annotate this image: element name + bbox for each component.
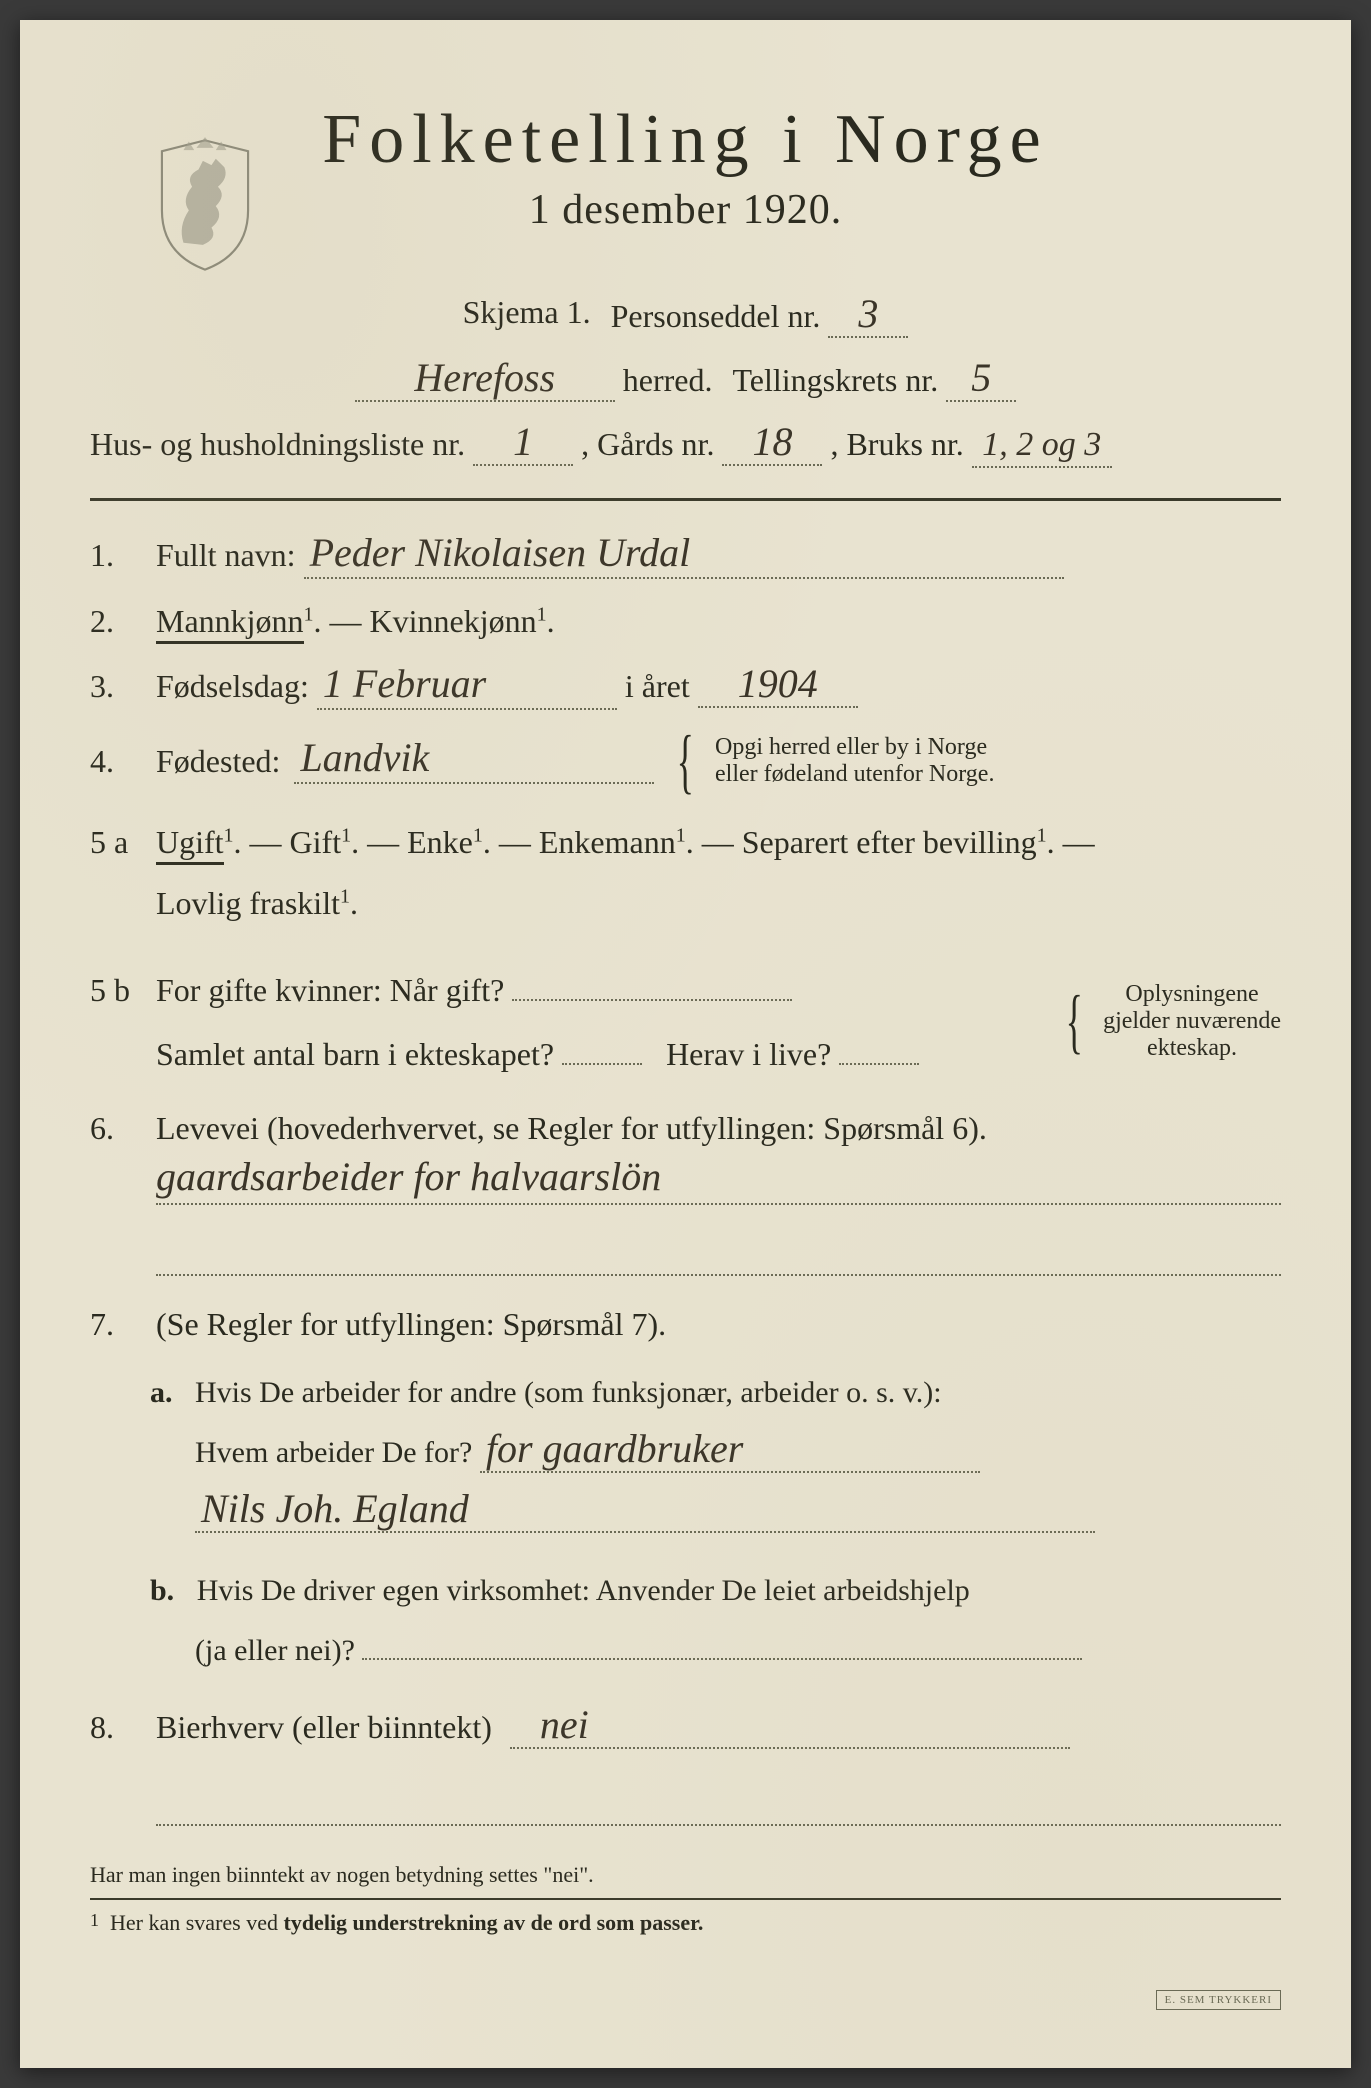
- question-7: 7. (Se Regler for utfyllingen: Spørsmål …: [90, 1306, 1281, 1681]
- printer-mark: E. SEM TRYKKERI: [1156, 1990, 1281, 2010]
- q5b-num: 5 b: [90, 972, 138, 1009]
- q5b-line3: Herav i live?: [666, 1036, 831, 1072]
- question-3: 3. Fødselsdag: 1 Februar i året 1904: [90, 664, 1281, 710]
- herred-label: herred.: [623, 362, 713, 398]
- q5a-ugift: Ugift: [156, 824, 224, 865]
- hus-liste-label: Hus- og husholdningsliste nr.: [90, 426, 465, 462]
- q1-label: Fullt navn:: [156, 537, 296, 573]
- q3-mid: i året: [625, 668, 690, 704]
- personseddel-label: Personseddel nr.: [611, 298, 821, 334]
- header: Folketelling i Norge: [90, 100, 1281, 180]
- q5a-separert: Separert efter bevilling: [742, 824, 1037, 860]
- q5b-line2: Samlet antal barn i ekteskapet?: [156, 1036, 554, 1072]
- footnote-rule: [90, 1898, 1281, 1900]
- q7a: a. Hvis De arbeider for andre (som funks…: [150, 1363, 1281, 1543]
- q3-day: 1 Februar: [317, 664, 617, 710]
- q3-label: Fødselsdag:: [156, 668, 309, 704]
- q5a-num: 5 a: [90, 824, 138, 861]
- left-brace-icon: {: [677, 747, 694, 776]
- q7a-value1: for gaardbruker: [480, 1429, 980, 1473]
- q2-num: 2.: [90, 603, 138, 640]
- q7b: b. Hvis De driver egen virksomhet: Anven…: [150, 1561, 1281, 1681]
- q4-num: 4.: [90, 743, 138, 780]
- q6-value: gaardsarbeider for halvaarslön: [156, 1157, 1281, 1205]
- question-2: 2. Mannkjønn1. — Kvinnekjønn1.: [90, 603, 1281, 640]
- q5b-note3: ekteskap.: [1147, 1035, 1237, 1061]
- personseddel-value: 3: [828, 294, 908, 338]
- q2-mannkjonn: Mannkjønn: [156, 603, 304, 644]
- hus-row: Hus- og husholdningsliste nr. 1 , Gårds …: [90, 422, 1281, 468]
- q6-num: 6.: [90, 1110, 138, 1147]
- gards-label: , Gårds nr.: [581, 426, 714, 462]
- q7b-text1: Hvis De driver egen virksomhet: Anvender…: [197, 1574, 970, 1607]
- footnote-2: Her kan svares ved tydelig understreknin…: [110, 1910, 703, 1935]
- q7a-text1: Hvis De arbeider for andre (som funksjon…: [195, 1376, 942, 1409]
- question-1: 1. Fullt navn: Peder Nikolaisen Urdal: [90, 533, 1281, 579]
- schema-row: Skjema 1. Personseddel nr. 3: [90, 294, 1281, 338]
- question-5b: 5 b For gifte kvinner: Når gift? Samlet …: [90, 958, 1281, 1086]
- q5a-enke: Enke: [407, 824, 473, 860]
- q5b-note2: gjelder nuværende: [1103, 1008, 1281, 1034]
- q5b-note1: Oplysningene: [1125, 981, 1258, 1007]
- q4-label: Fødested:: [156, 743, 280, 780]
- hus-liste-value: 1: [473, 422, 573, 466]
- q7-num: 7.: [90, 1306, 138, 1343]
- q7a-text2: Hvem arbeider De for?: [195, 1436, 472, 1469]
- census-form-page: Folketelling i Norge 1 desember 1920. Sk…: [20, 20, 1351, 2068]
- q7b-label: b.: [150, 1574, 174, 1607]
- q7b-text2: (ja eller nei)?: [195, 1634, 355, 1667]
- tellingskrets-label: Tellingskrets nr.: [732, 362, 938, 398]
- herred-name: Herefoss: [355, 358, 615, 402]
- q5a-fraskilt: Lovlig fraskilt: [156, 885, 340, 921]
- q5a-gift: Gift: [290, 824, 342, 860]
- q8-label: Bierhverv (eller biinntekt): [156, 1709, 492, 1746]
- footnote-1: Har man ingen biinntekt av nogen betydni…: [90, 1862, 1281, 1888]
- q7-label: (Se Regler for utfyllingen: Spørsmål 7).: [156, 1306, 666, 1343]
- bruks-label: , Bruks nr.: [830, 426, 963, 462]
- q7a-label: a.: [150, 1376, 173, 1409]
- gards-value: 18: [722, 422, 822, 466]
- left-brace-icon-2: {: [1065, 1007, 1082, 1036]
- question-6: 6. Levevei (hovederhvervet, se Regler fo…: [90, 1110, 1281, 1276]
- q7a-value2: Nils Joh. Egland: [195, 1489, 1095, 1533]
- schema-label: Skjema 1.: [463, 294, 591, 338]
- question-5a: 5 a Ugift1. — Gift1. — Enke1. — Enkemann…: [90, 812, 1281, 934]
- q8-value: nei: [510, 1705, 1070, 1749]
- subtitle-date: 1 desember 1920.: [90, 186, 1281, 234]
- question-8: 8. Bierhverv (eller biinntekt) nei: [90, 1705, 1281, 1826]
- main-title: Folketelling i Norge: [322, 100, 1048, 180]
- q5b-line1: For gifte kvinner: Når gift?: [156, 972, 504, 1008]
- tellingskrets-value: 5: [946, 358, 1016, 402]
- divider-top: [90, 498, 1281, 501]
- herred-row: Herefoss herred. Tellingskrets nr. 5: [90, 358, 1281, 402]
- q3-num: 3.: [90, 668, 138, 705]
- footnote-2-num: 1: [90, 1910, 99, 1930]
- q4-value: Landvik: [294, 738, 654, 784]
- q1-num: 1.: [90, 537, 138, 574]
- footnote-2-row: 1 Her kan svares ved tydelig understrekn…: [90, 1910, 1281, 1936]
- q3-year: 1904: [698, 664, 858, 708]
- bruks-value: 1, 2 og 3: [972, 426, 1112, 468]
- coat-of-arms-icon: [150, 135, 260, 275]
- q1-value: Peder Nikolaisen Urdal: [304, 533, 1064, 579]
- q6-label: Levevei (hovederhvervet, se Regler for u…: [156, 1110, 987, 1147]
- q5a-enkemann: Enkemann: [539, 824, 676, 860]
- q4-note1: Opgi herred eller by i Norge: [715, 734, 987, 760]
- question-4: 4. Fødested: Landvik { Opgi herred eller…: [90, 734, 1281, 788]
- q4-note2: eller fødeland utenfor Norge.: [715, 761, 994, 787]
- q2-kvinnekjonn: Kvinnekjønn: [370, 603, 537, 639]
- q8-num: 8.: [90, 1709, 138, 1746]
